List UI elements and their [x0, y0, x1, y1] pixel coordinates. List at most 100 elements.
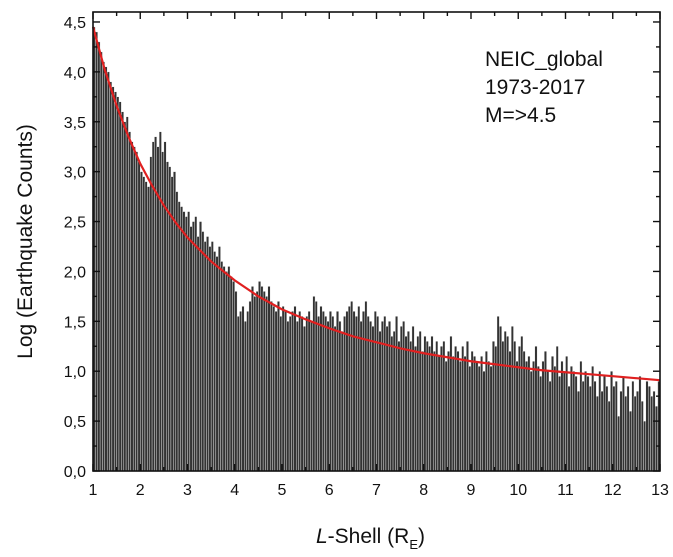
bar — [392, 331, 396, 472]
bar — [293, 306, 297, 472]
bar — [435, 341, 439, 472]
bar — [267, 286, 271, 472]
bar — [546, 371, 550, 472]
bar — [633, 395, 637, 472]
bar — [442, 341, 446, 472]
bar — [244, 321, 247, 472]
bar — [288, 316, 292, 472]
x-tick-label: 6 — [325, 482, 334, 499]
bar — [626, 386, 630, 472]
bar — [163, 141, 167, 472]
bar — [548, 381, 552, 472]
bar — [515, 361, 519, 472]
bar — [636, 390, 639, 472]
bar — [596, 395, 599, 472]
bar — [449, 336, 453, 472]
bar — [605, 386, 609, 472]
bar — [355, 316, 358, 472]
bar — [373, 311, 377, 472]
bar — [232, 281, 235, 472]
bar — [229, 276, 233, 472]
bar — [277, 301, 280, 472]
bar — [128, 131, 131, 472]
bar — [97, 41, 101, 472]
bar — [225, 271, 228, 472]
bar — [404, 336, 408, 472]
y-tick-label: 0,5 — [64, 414, 86, 431]
bar — [371, 326, 375, 472]
bar — [123, 121, 127, 472]
bar — [610, 371, 613, 472]
bar — [218, 246, 221, 472]
x-tick-label: 2 — [136, 482, 145, 499]
bar — [629, 410, 632, 472]
bar — [310, 321, 313, 472]
bar — [215, 256, 219, 472]
bar — [588, 386, 592, 472]
bar — [180, 206, 183, 472]
bar — [234, 291, 238, 472]
y-tick-label: 4,5 — [64, 15, 86, 32]
x-tick-label: 7 — [372, 482, 381, 499]
bar — [648, 386, 651, 472]
bar — [487, 361, 491, 472]
bar — [201, 231, 205, 472]
x-tick-label: 4 — [230, 482, 239, 499]
bar — [329, 311, 332, 472]
bar — [279, 316, 283, 472]
bar — [241, 306, 245, 472]
bar — [274, 311, 278, 472]
bar — [116, 96, 120, 472]
bar — [142, 176, 146, 472]
bar — [130, 141, 134, 472]
x-tick-label: 8 — [419, 482, 428, 499]
bar — [137, 161, 141, 472]
x-axis-title-subscript: E — [409, 537, 418, 552]
x-tick-label: 9 — [467, 482, 476, 499]
y-tick-labels: 0,0 0,5 1,0 1,5 2,0 2,5 3,0 3,5 4,0 4,5 — [64, 15, 86, 481]
bar — [489, 366, 493, 472]
fit-curve — [91, 26, 661, 382]
bar — [248, 301, 252, 472]
y-tick-label: 2,5 — [64, 215, 86, 232]
bar — [324, 316, 328, 472]
bar — [305, 316, 309, 472]
bar — [525, 361, 528, 472]
x-axis-title-suffix: ) — [418, 525, 425, 548]
x-axis-title-variable: L — [316, 525, 328, 548]
bar — [182, 211, 186, 472]
bar — [577, 390, 580, 472]
bar — [196, 236, 200, 472]
bar — [520, 336, 524, 472]
bar — [376, 316, 380, 472]
bar — [468, 366, 472, 472]
bar — [416, 336, 420, 472]
bar — [307, 311, 311, 472]
bar — [300, 316, 304, 472]
bar — [477, 366, 481, 472]
bar — [104, 66, 108, 472]
bar — [95, 31, 98, 472]
bar — [558, 376, 561, 472]
bar — [570, 366, 573, 472]
bar — [532, 361, 535, 472]
bar — [99, 51, 103, 472]
x-tick-label: 1 — [89, 482, 98, 499]
bar — [149, 156, 153, 472]
x-tick-labels: 1 2 3 4 5 6 7 8 9 10 11 12 13 — [89, 482, 669, 499]
bar — [607, 400, 611, 472]
bar — [184, 216, 188, 472]
bar — [454, 346, 457, 472]
bar — [239, 311, 243, 472]
bar — [192, 221, 195, 472]
bar — [220, 261, 224, 472]
bar — [262, 291, 266, 472]
bar — [102, 61, 105, 472]
bar — [144, 181, 148, 472]
bar — [291, 311, 294, 472]
bar — [451, 356, 455, 472]
x-tick-label: 10 — [509, 482, 527, 499]
bar — [170, 176, 174, 472]
bar — [463, 356, 467, 472]
x-tick-label: 3 — [183, 482, 192, 499]
